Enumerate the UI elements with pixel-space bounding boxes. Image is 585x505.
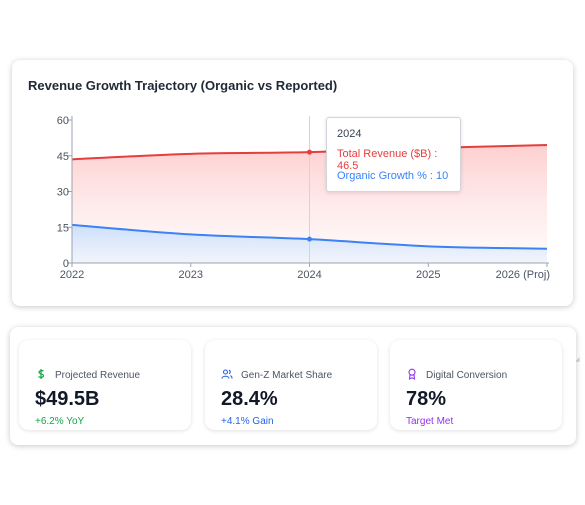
y-tick-label: 30 [57, 187, 69, 199]
kpi-label: Gen-Z Market Share [241, 370, 333, 381]
tooltip-revenue: Total Revenue ($B) : 46.5 [337, 148, 438, 172]
kpi-card-digital: Digital Conversion 78% Target Met [390, 340, 562, 430]
kpi-label: Digital Conversion [426, 370, 508, 381]
y-tick-label: 60 [57, 115, 69, 127]
kpi-label: Projected Revenue [55, 370, 141, 381]
kpi-change: +4.1% Gain [221, 416, 274, 427]
kpi-card-genz: Gen-Z Market Share 28.4% +4.1% Gain [205, 340, 377, 430]
chart-tooltip: 2024 Total Revenue ($B) : 46.5 Organic G… [326, 117, 461, 192]
kpi-change: Target Met [406, 416, 454, 427]
data-point-organic-2024 [307, 236, 312, 242]
dollar-icon [38, 369, 45, 379]
kpi-panel: Projected Revenue $49.5B +6.2% YoY Gen-Z… [10, 327, 576, 445]
kpi-change: +6.2% YoY [35, 416, 85, 427]
kpi-value: 28.4% [221, 388, 278, 410]
x-tick-label: 2025 [416, 269, 440, 281]
chart-card: Revenue Growth Trajectory (Organic vs Re… [12, 60, 580, 363]
x-tick-label: 2022 [60, 269, 84, 281]
tooltip-organic: Organic Growth % : 10 [337, 170, 449, 182]
x-tick-label: 2026 (Proj) [496, 269, 550, 281]
x-tick-label: 2023 [179, 269, 203, 281]
corner-mark: ◢ [575, 357, 580, 363]
y-tick-label: 0 [63, 258, 69, 270]
x-tick-label: 2024 [297, 269, 321, 281]
tooltip-title: 2024 [337, 128, 362, 140]
award-icon [408, 368, 416, 380]
revenue-chart: 0 15 30 45 60 2022 2023 2024 2025 2026 (Proj) [57, 115, 550, 281]
y-tick-label: 15 [57, 222, 69, 234]
kpi-card-revenue: Projected Revenue $49.5B +6.2% YoY [19, 340, 191, 430]
kpi-value: $49.5B [35, 388, 100, 410]
y-tick-label: 45 [57, 151, 69, 163]
data-point-revenue-2024 [307, 149, 312, 155]
users-icon [221, 369, 233, 379]
chart-title: Revenue Growth Trajectory (Organic vs Re… [28, 78, 338, 93]
kpi-value: 78% [406, 388, 447, 410]
